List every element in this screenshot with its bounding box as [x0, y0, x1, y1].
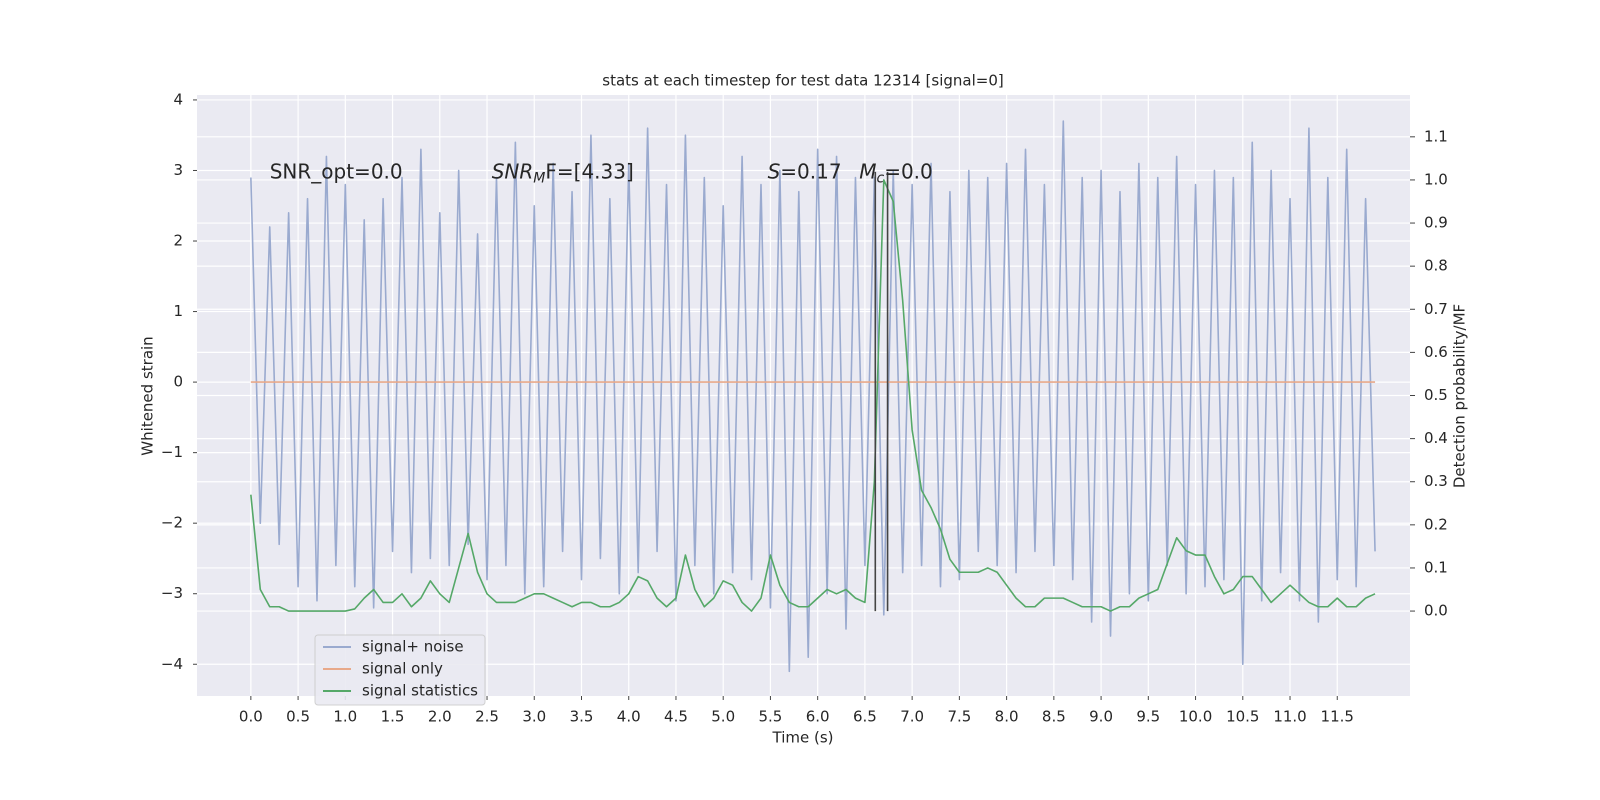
annotation-part: =0.0	[884, 159, 933, 183]
x-tick-label: 9.5	[1136, 708, 1160, 726]
annotation-part: S	[768, 159, 781, 183]
x-tick-label: 5.5	[759, 708, 783, 726]
legend-label: signal only	[362, 660, 443, 678]
y-tick-label: 2	[173, 232, 183, 250]
y2-tick-label: 0.6	[1424, 343, 1448, 361]
x-axis-label: Time (s)	[772, 729, 834, 747]
x-tick-label: 5.0	[711, 708, 735, 726]
x-tick-label: 8.5	[1042, 708, 1066, 726]
x-tick-label: 0.5	[286, 708, 310, 726]
y2-tick-label: 0.0	[1424, 602, 1448, 620]
annotation: S=0.17	[768, 159, 842, 183]
x-tick-label: 3.5	[570, 708, 594, 726]
x-tick-label: 4.0	[617, 708, 641, 726]
annotation-part: SNR_opt=0.0	[270, 159, 403, 183]
annotation: SNRMF=[4.33]	[492, 159, 634, 187]
y-tick-label: 4	[173, 90, 183, 108]
legend-label: signal statistics	[362, 682, 478, 700]
x-tick-label: 0.0	[239, 708, 263, 726]
y-tick-label: −1	[161, 443, 183, 461]
annotation-part: M	[533, 171, 545, 187]
x-tick-label: 4.5	[664, 708, 688, 726]
x-tick-label: 2.5	[475, 708, 499, 726]
series-line	[250, 120, 1376, 673]
y2-tick-label: 0.1	[1424, 558, 1448, 576]
legend-label: signal+ noise	[362, 638, 464, 656]
annotation: Mc=0.0	[859, 159, 933, 187]
y-tick-label: −3	[161, 584, 183, 602]
annotation-part: SNR	[492, 159, 534, 183]
x-tick-label: 6.0	[806, 708, 830, 726]
y-tick-label: −2	[161, 514, 183, 532]
x-tick-label: 11.5	[1321, 708, 1354, 726]
annotation-part: =0.17	[780, 159, 841, 183]
legend-box	[314, 634, 486, 706]
x-tick-label: 1.5	[381, 708, 405, 726]
y-tick-label: 1	[173, 302, 183, 320]
x-tick-label: 7.5	[947, 708, 971, 726]
x-tick-label: 3.0	[522, 708, 546, 726]
annotation: SNR_opt=0.0	[270, 159, 403, 183]
x-tick-label: 9.0	[1089, 708, 1113, 726]
chart-title: stats at each timestep for test data 123…	[602, 72, 1003, 90]
y-tick-label: 3	[173, 161, 183, 179]
y2-tick-label: 0.5	[1424, 386, 1448, 404]
y2-tick-label: 0.3	[1424, 472, 1448, 490]
y2-tick-label: 1.0	[1424, 170, 1448, 188]
y-axis-label: Whitened strain	[139, 336, 157, 455]
x-tick-label: 11.0	[1273, 708, 1306, 726]
x-tick-label: 7.0	[900, 708, 924, 726]
annotation-part: M	[859, 159, 876, 183]
annotation-part: c	[877, 171, 885, 187]
x-tick-label: 8.0	[995, 708, 1019, 726]
x-tick-label: 2.0	[428, 708, 452, 726]
y2-tick-label: 1.1	[1424, 127, 1448, 145]
y2-tick-label: 0.2	[1424, 515, 1448, 533]
x-tick-label: 10.0	[1179, 708, 1212, 726]
y2-tick-label: 0.8	[1424, 257, 1448, 275]
series-line	[250, 179, 1376, 612]
y2-tick-label: 0.7	[1424, 300, 1448, 318]
x-tick-label: 1.0	[333, 708, 357, 726]
y2-tick-label: 0.4	[1424, 429, 1448, 447]
x-tick-label: 6.5	[853, 708, 877, 726]
y-tick-label: 0	[173, 373, 183, 391]
y2-tick-label: 0.9	[1424, 214, 1448, 232]
annotation-part: F=[4.33]	[545, 159, 633, 183]
y-tick-label: −4	[161, 655, 183, 673]
y2-axis-label: Detection probability/MF	[1451, 304, 1469, 488]
x-tick-label: 10.5	[1226, 708, 1259, 726]
